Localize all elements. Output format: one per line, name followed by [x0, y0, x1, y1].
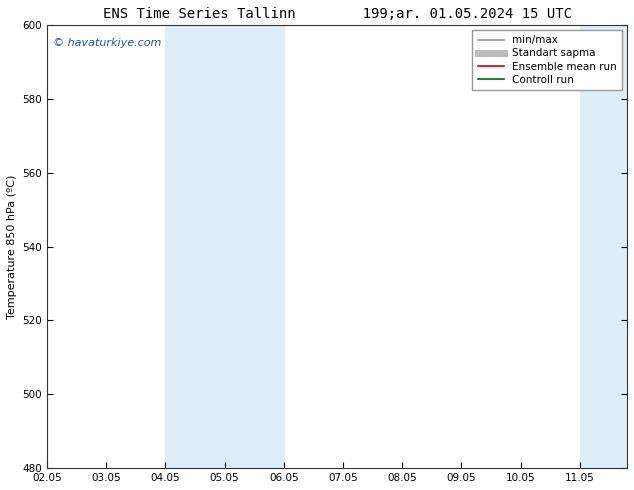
- Text: © havaturkiye.com: © havaturkiye.com: [53, 38, 161, 48]
- Legend: min/max, Standart sapma, Ensemble mean run, Controll run: min/max, Standart sapma, Ensemble mean r…: [472, 30, 622, 90]
- Bar: [165, 25, 224, 468]
- Title: ENS Time Series Tallinn        199;ar. 01.05.2024 15 UTC: ENS Time Series Tallinn 199;ar. 01.05.20…: [103, 7, 572, 21]
- Y-axis label: Temperature 850 hPa (ºC): Temperature 850 hPa (ºC): [7, 174, 17, 318]
- Bar: [604, 25, 627, 468]
- Bar: [224, 25, 284, 468]
- Bar: [579, 25, 604, 468]
